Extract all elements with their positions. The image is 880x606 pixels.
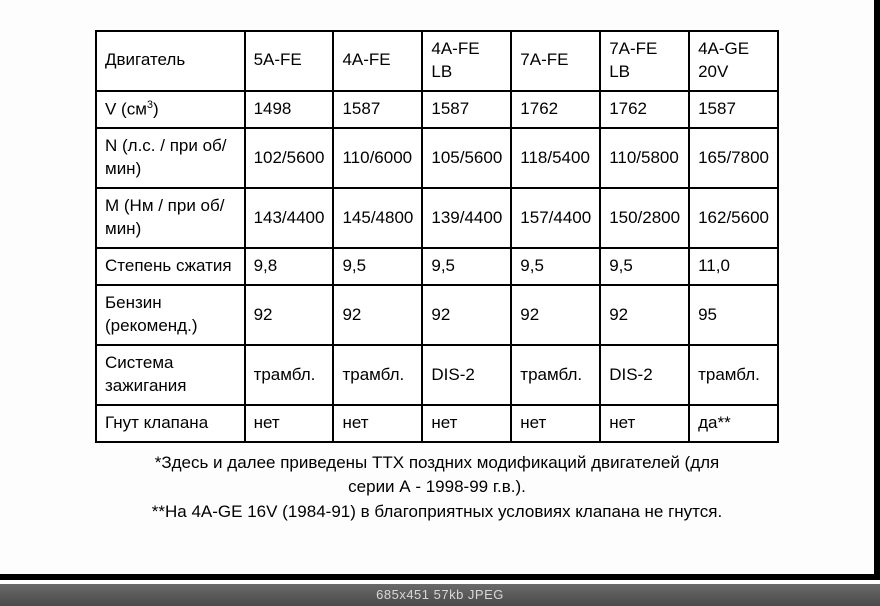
cell: DIS-2 xyxy=(600,345,689,405)
cell: трамбл. xyxy=(689,345,778,405)
cell: 9,5 xyxy=(333,248,422,285)
row-header: M (Нм / при об/мин) xyxy=(96,188,245,248)
cell: нет xyxy=(511,405,600,442)
cell: 11,0 xyxy=(689,248,778,285)
cell: 110/6000 xyxy=(333,128,422,188)
footnotes: *Здесь и далее приведены ТТХ поздних мод… xyxy=(95,451,779,525)
footnote-line: *Здесь и далее приведены ТТХ поздних мод… xyxy=(95,451,779,476)
table-row: Степень сжатия 9,8 9,5 9,5 9,5 9,5 11,0 xyxy=(96,248,778,285)
col-header: 7A-FE LB xyxy=(600,31,689,91)
cell: 9,5 xyxy=(600,248,689,285)
cell: 118/5400 xyxy=(511,128,600,188)
cell: нет xyxy=(333,405,422,442)
row-header: Степень сжатия xyxy=(96,248,245,285)
row-header: Бензин (рекоменд.) xyxy=(96,285,245,345)
cell: трамбл. xyxy=(245,345,334,405)
col-header: 4A-FE LB xyxy=(422,31,511,91)
row-header: Двигатель xyxy=(96,31,245,91)
cell: 150/2800 xyxy=(600,188,689,248)
table-row: Гнут клапана нет нет нет нет нет да** xyxy=(96,405,778,442)
cell: 143/4400 xyxy=(245,188,334,248)
cell: 92 xyxy=(422,285,511,345)
cell: 162/5600 xyxy=(689,188,778,248)
cell: 92 xyxy=(600,285,689,345)
cell: трамбл. xyxy=(333,345,422,405)
cell: 92 xyxy=(245,285,334,345)
cell: трамбл. xyxy=(511,345,600,405)
cell: 9,8 xyxy=(245,248,334,285)
cell: 1762 xyxy=(511,91,600,129)
cell: DIS-2 xyxy=(422,345,511,405)
footnote-line: серии А - 1998-99 г.в.). xyxy=(95,475,779,500)
cell: 1498 xyxy=(245,91,334,129)
cell: 95 xyxy=(689,285,778,345)
cell: 145/4800 xyxy=(333,188,422,248)
row-header: N (л.с. / при об/мин) xyxy=(96,128,245,188)
cell: 165/7800 xyxy=(689,128,778,188)
cell: 1762 xyxy=(600,91,689,129)
row-header: V (см3) xyxy=(96,91,245,129)
cell: 102/5600 xyxy=(245,128,334,188)
cell: 1587 xyxy=(333,91,422,129)
cell: 92 xyxy=(333,285,422,345)
cell: 1587 xyxy=(689,91,778,129)
table-row: N (л.с. / при об/мин) 102/5600 110/6000 … xyxy=(96,128,778,188)
row-header: Система зажигания xyxy=(96,345,245,405)
cell: нет xyxy=(245,405,334,442)
table-row: M (Нм / при об/мин) 143/4400 145/4800 13… xyxy=(96,188,778,248)
cell: 92 xyxy=(511,285,600,345)
table-row: Двигатель 5A-FE 4A-FE 4A-FE LB 7A-FE 7A-… xyxy=(96,31,778,91)
cell: нет xyxy=(422,405,511,442)
cell: 110/5800 xyxy=(600,128,689,188)
cell: да** xyxy=(689,405,778,442)
cell: 9,5 xyxy=(422,248,511,285)
row-header: Гнут клапана xyxy=(96,405,245,442)
cell: 105/5600 xyxy=(422,128,511,188)
image-meta-text: 685x451 57kb JPEG xyxy=(376,587,504,602)
cell: 139/4400 xyxy=(422,188,511,248)
col-header: 4A-FE xyxy=(333,31,422,91)
table-row: Система зажигания трамбл. трамбл. DIS-2 … xyxy=(96,345,778,405)
table-row: V (см3) 1498 1587 1587 1762 1762 1587 xyxy=(96,91,778,129)
engine-spec-table: Двигатель 5A-FE 4A-FE 4A-FE LB 7A-FE 7A-… xyxy=(95,30,779,443)
cell: 9,5 xyxy=(511,248,600,285)
footnote-line: **На 4A-GE 16V (1984-91) в благоприятных… xyxy=(95,500,779,525)
image-meta-bar: 685x451 57kb JPEG xyxy=(0,584,880,606)
document-page: Двигатель 5A-FE 4A-FE 4A-FE LB 7A-FE 7A-… xyxy=(0,0,880,580)
col-header: 4A-GE 20V xyxy=(689,31,778,91)
cell: 1587 xyxy=(422,91,511,129)
cell: 157/4400 xyxy=(511,188,600,248)
col-header: 5A-FE xyxy=(245,31,334,91)
table-row: Бензин (рекоменд.) 92 92 92 92 92 95 xyxy=(96,285,778,345)
col-header: 7A-FE xyxy=(511,31,600,91)
cell: нет xyxy=(600,405,689,442)
